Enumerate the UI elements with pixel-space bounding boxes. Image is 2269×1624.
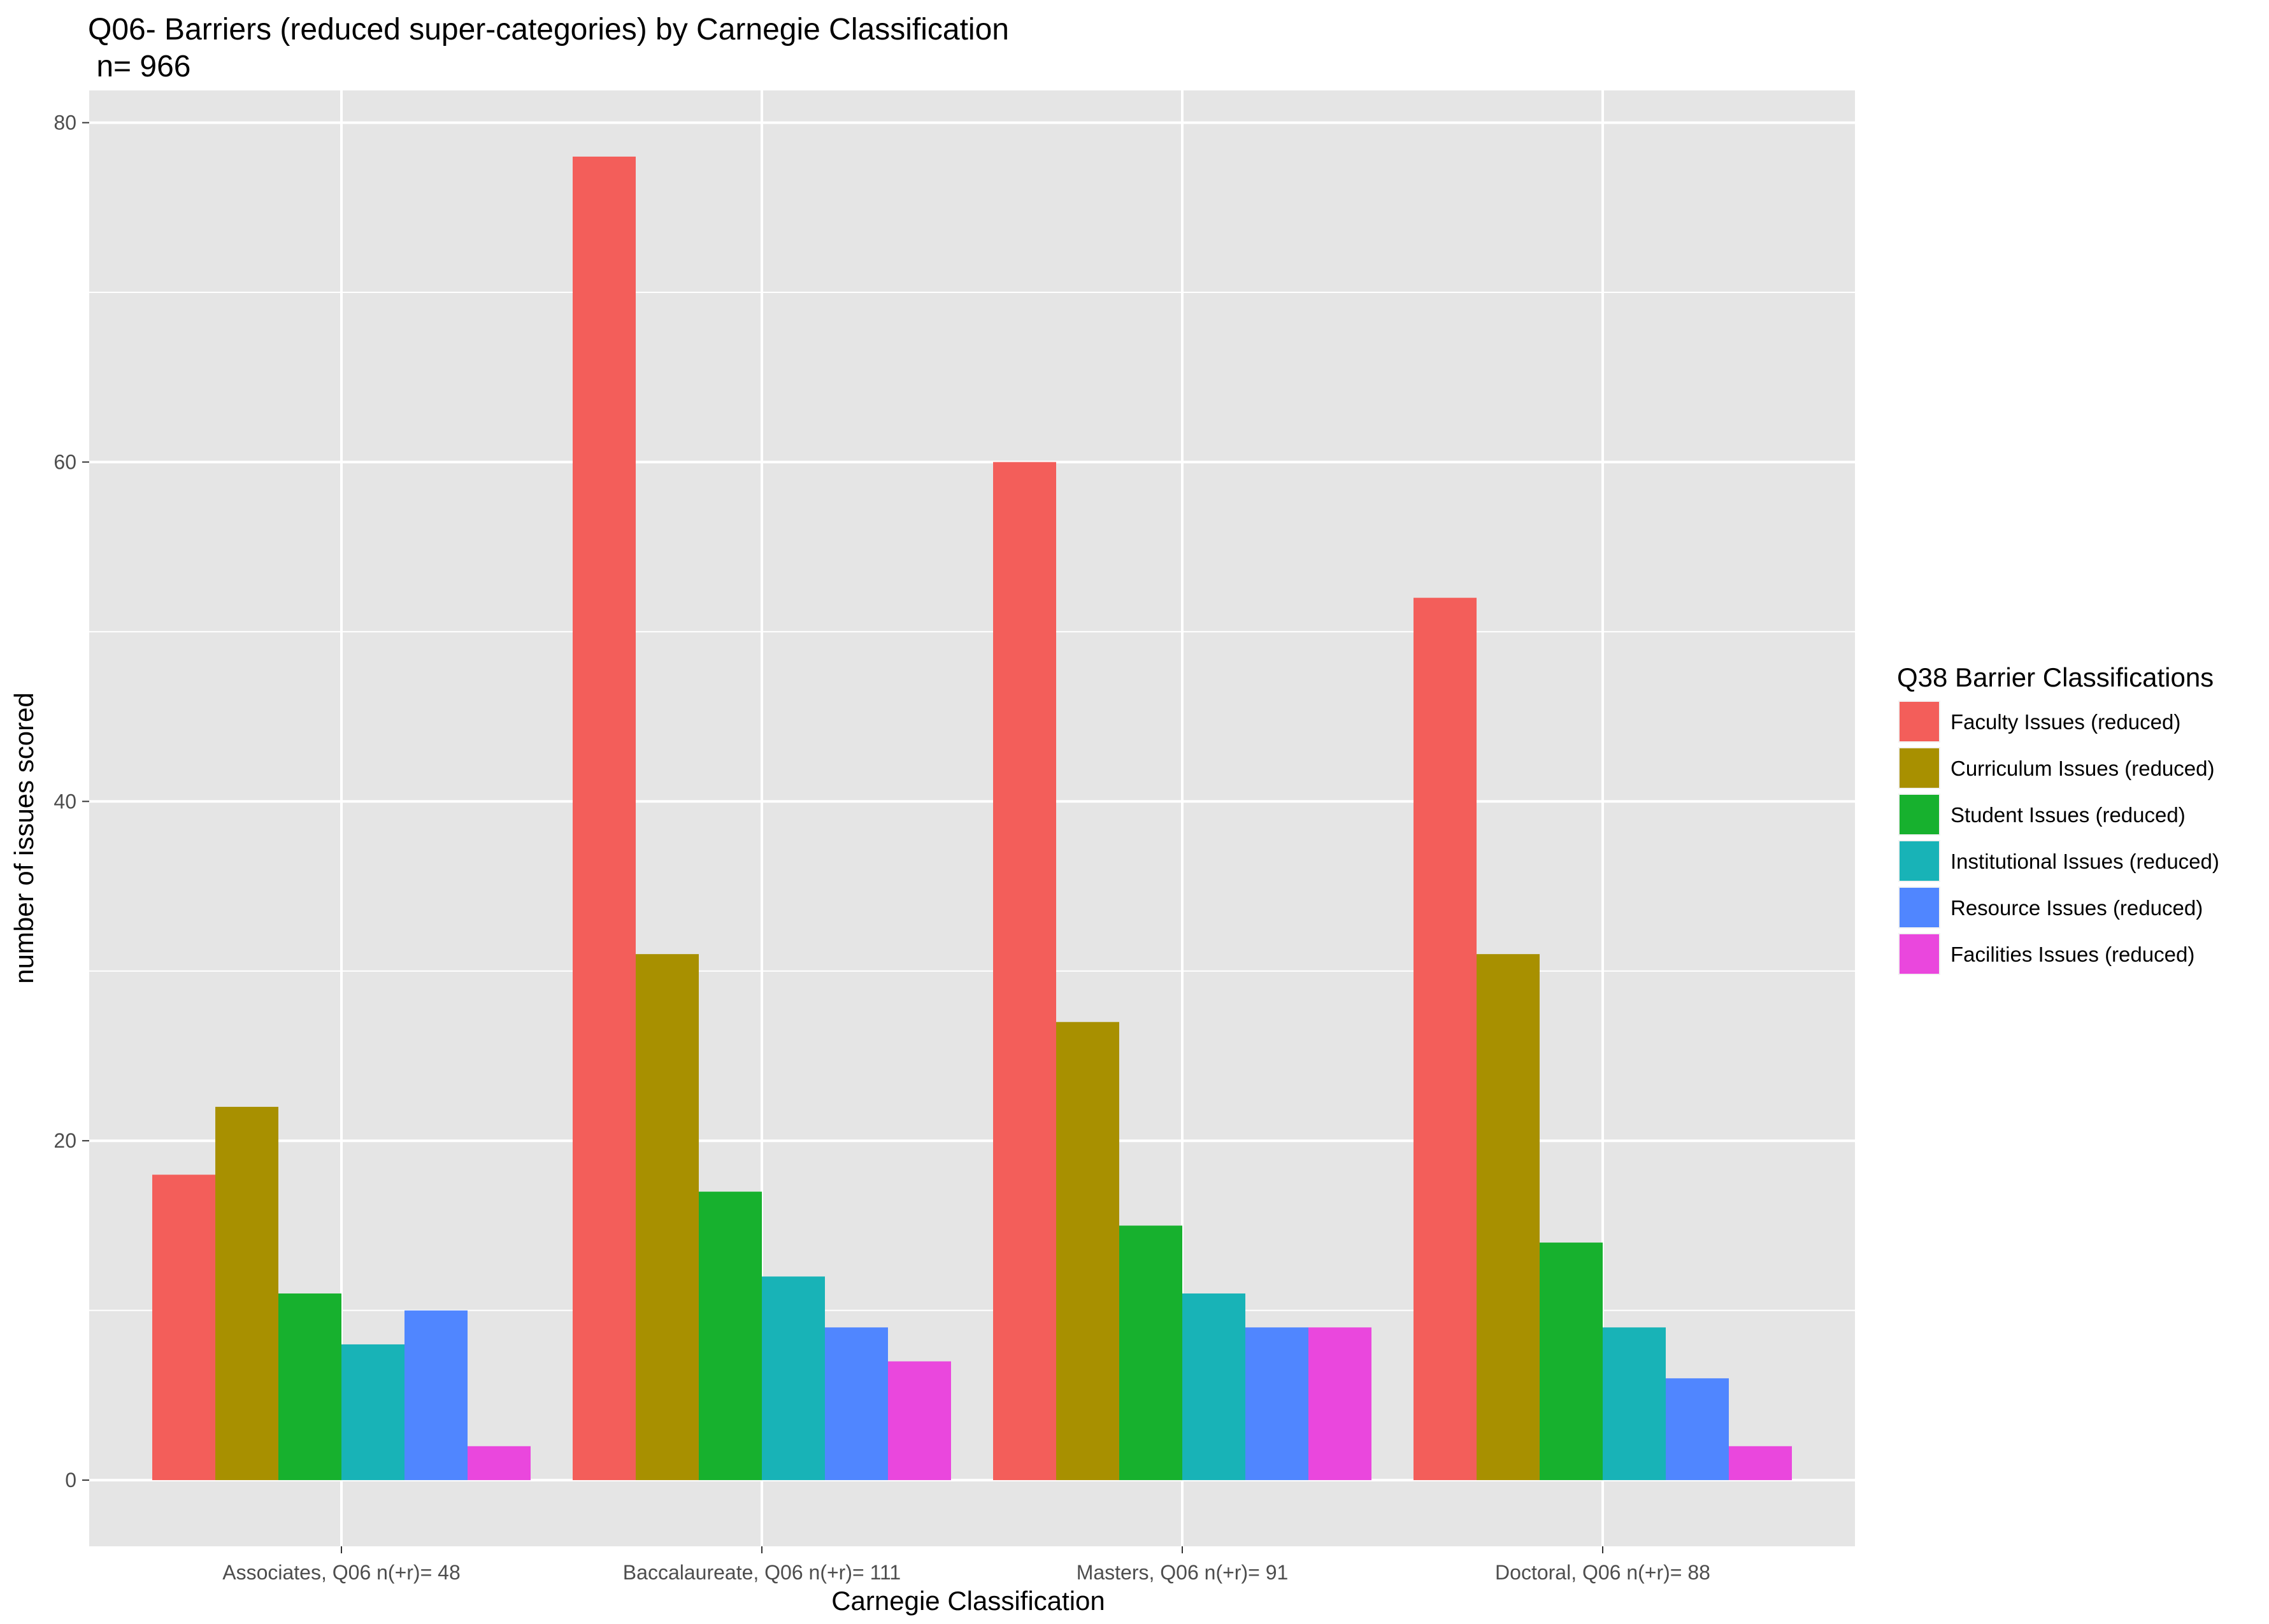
bar — [468, 1446, 531, 1481]
bar — [1182, 1293, 1245, 1481]
legend-label: Faculty Issues (reduced) — [1950, 710, 2180, 734]
x-axis-title: Carnegie Classification — [831, 1586, 1105, 1616]
bar — [152, 1174, 215, 1481]
bar — [1245, 1327, 1308, 1481]
chart-subtitle: n= 966 — [88, 50, 190, 83]
y-tick-label: 40 — [54, 790, 76, 813]
bar — [1414, 597, 1477, 1481]
legend-swatch — [1900, 702, 1939, 741]
legend-label: Curriculum Issues (reduced) — [1950, 757, 2214, 780]
legend-swatch — [1900, 795, 1939, 834]
bar — [1308, 1327, 1371, 1481]
bar — [1729, 1446, 1792, 1481]
y-axis-title: number of issues scored — [9, 692, 39, 984]
bar — [341, 1344, 404, 1481]
legend-swatch — [1900, 748, 1939, 788]
legend-swatch — [1900, 888, 1939, 927]
bar — [636, 954, 699, 1481]
legend-label: Student Issues (reduced) — [1950, 803, 2186, 827]
bar — [215, 1106, 278, 1481]
bar — [699, 1192, 762, 1481]
bar — [762, 1276, 825, 1481]
bar — [1477, 954, 1540, 1481]
x-tick-label: Doctoral, Q06 n(+r)= 88 — [1495, 1561, 1710, 1584]
bar — [825, 1327, 888, 1481]
y-axis: 0 20 40 60 80 — [54, 111, 89, 1492]
bar — [1119, 1225, 1182, 1481]
legend-swatch — [1900, 934, 1939, 974]
bar — [1603, 1327, 1666, 1481]
legend-swatch — [1900, 841, 1939, 881]
y-tick-label: 0 — [65, 1469, 76, 1492]
bar — [404, 1310, 468, 1481]
y-tick-label: 60 — [54, 450, 76, 473]
bar — [1666, 1378, 1729, 1481]
x-tick-label: Associates, Q06 n(+r)= 48 — [222, 1561, 461, 1584]
legend-label: Institutional Issues (reduced) — [1950, 850, 2219, 873]
chart-title: Q06- Barriers (reduced super-categories)… — [88, 13, 1009, 46]
legend-title: Q38 Barrier Classifications — [1897, 662, 2214, 692]
legend-label: Facilities Issues (reduced) — [1950, 943, 2194, 966]
x-axis: Associates, Q06 n(+r)= 48 Baccalaureate, … — [222, 1546, 1710, 1584]
x-tick-label: Masters, Q06 n(+r)= 91 — [1077, 1561, 1289, 1584]
bar — [888, 1361, 951, 1481]
bar — [1540, 1243, 1603, 1481]
bar — [1056, 1022, 1119, 1481]
bar — [278, 1293, 341, 1481]
x-tick-label: Baccalaureate, Q06 n(+r)= 111 — [623, 1561, 901, 1584]
legend-label: Resource Issues (reduced) — [1950, 896, 2203, 920]
bar — [573, 156, 636, 1481]
y-tick-label: 80 — [54, 111, 76, 134]
bars — [152, 156, 1792, 1481]
y-tick-label: 20 — [54, 1129, 76, 1152]
bar — [993, 462, 1056, 1481]
legend: Q38 Barrier Classifications Faculty Issu… — [1897, 662, 2219, 975]
